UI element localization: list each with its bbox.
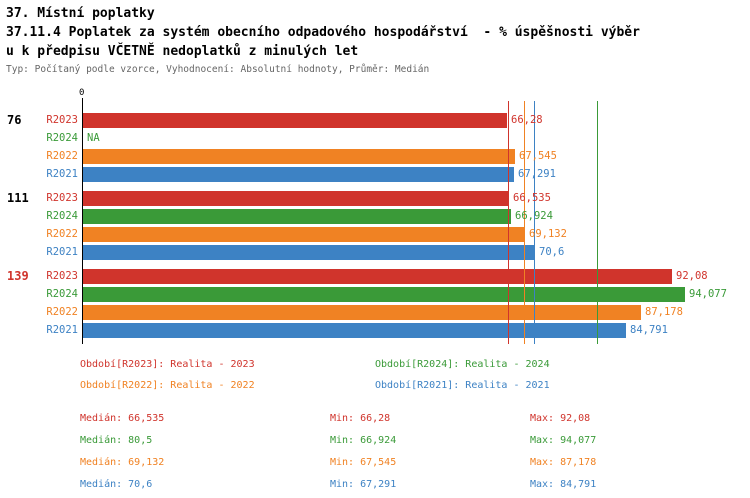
bar bbox=[83, 287, 685, 302]
bar-series-label: R2021 bbox=[46, 246, 78, 258]
bar bbox=[83, 191, 509, 206]
stat-max-r2023: Max: 92,08 bbox=[530, 413, 591, 424]
axis-origin-label: 0 bbox=[79, 88, 85, 98]
stat-median-r2021: Medián: 70,6 bbox=[80, 479, 153, 490]
bar bbox=[83, 227, 525, 242]
stat-max-r2021: Max: 84,791 bbox=[530, 479, 597, 490]
stat-median-r2022: Medián: 69,132 bbox=[80, 457, 165, 468]
stat-min-r2021: Min: 67,291 bbox=[330, 479, 397, 490]
median-line bbox=[524, 101, 525, 344]
stat-max-r2022: Max: 87,178 bbox=[530, 457, 597, 468]
chart-title-line1: 37. Místní poplatky bbox=[6, 6, 155, 21]
bar-value-label: 69,132 bbox=[529, 228, 567, 240]
bar-value-label: 84,791 bbox=[630, 324, 668, 336]
bar-value-label: 66,924 bbox=[515, 210, 553, 222]
median-line bbox=[508, 101, 509, 344]
legend-item-r2023: Období[R2023]: Realita - 2023 bbox=[80, 359, 255, 370]
bar-value-label: 67,545 bbox=[519, 150, 557, 162]
bar-series-label: R2024 bbox=[46, 210, 78, 222]
bar-series-label: R2022 bbox=[46, 306, 78, 318]
bar bbox=[83, 167, 514, 182]
bar bbox=[83, 323, 626, 338]
stat-min-r2023: Min: 66,28 bbox=[330, 413, 391, 424]
bar-value-label: 66,28 bbox=[511, 114, 543, 126]
bar-value-label: 94,077 bbox=[689, 288, 727, 300]
chart-stats: Medián: 66,535 Min: 66,28 Max: 92,08 Med… bbox=[80, 412, 596, 498]
legend-item-r2021: Období[R2021]: Realita - 2021 bbox=[375, 380, 550, 391]
chart-title-line2: 37.11.4 Poplatek za systém obecního odpa… bbox=[6, 25, 640, 40]
bar bbox=[83, 269, 672, 284]
bar-series-label: R2024 bbox=[46, 132, 78, 144]
chart-subtitle: Typ: Počítaný podle vzorce, Vyhodnocení:… bbox=[6, 64, 430, 75]
bar-chart-plot: 0 76 R2023 66,28 R2024 NA R2022 67,545 R2021 67,2… bbox=[0, 88, 750, 354]
bar-value-label: 87,178 bbox=[645, 306, 683, 318]
y-axis-line bbox=[82, 98, 83, 344]
stat-min-r2022: Min: 67,545 bbox=[330, 457, 397, 468]
chart-header: 37. Místní poplatky 37.11.4 Poplatek za … bbox=[6, 4, 640, 75]
group-label: 76 bbox=[7, 113, 22, 127]
median-line bbox=[534, 101, 535, 344]
stat-median-r2023: Medián: 66,535 bbox=[80, 413, 165, 424]
bar bbox=[83, 305, 641, 320]
stat-min-r2024: Min: 66,924 bbox=[330, 435, 397, 446]
group-label: 111 bbox=[7, 191, 29, 205]
bar-series-label: R2023 bbox=[46, 270, 78, 282]
bar bbox=[83, 245, 535, 260]
bar-series-label: R2024 bbox=[46, 288, 78, 300]
bar-value-label: 66,535 bbox=[513, 192, 551, 204]
chart-title-line3: u k předpisu VČETNĚ nedoplatků z minulýc… bbox=[6, 44, 359, 59]
chart-legend: Období[R2023]: Realita - 2023 Období[R20… bbox=[80, 358, 550, 400]
bar bbox=[83, 209, 511, 224]
bar-series-label: R2023 bbox=[46, 192, 78, 204]
bar-na-label: NA bbox=[87, 132, 100, 144]
bar-series-label: R2021 bbox=[46, 324, 78, 336]
legend-item-r2024: Období[R2024]: Realita - 2024 bbox=[375, 359, 550, 370]
bar-series-label: R2022 bbox=[46, 228, 78, 240]
bar-series-label: R2022 bbox=[46, 150, 78, 162]
bar-series-label: R2023 bbox=[46, 114, 78, 126]
median-line bbox=[597, 101, 598, 344]
bar-value-label: 92,08 bbox=[676, 270, 708, 282]
group-label: 139 bbox=[7, 269, 29, 283]
bar-value-label: 67,291 bbox=[518, 168, 556, 180]
bar-series-label: R2021 bbox=[46, 168, 78, 180]
bar bbox=[83, 113, 507, 128]
legend-item-r2022: Období[R2022]: Realita - 2022 bbox=[80, 380, 255, 391]
bar bbox=[83, 149, 515, 164]
stat-max-r2024: Max: 94,077 bbox=[530, 435, 597, 446]
stat-median-r2024: Medián: 80,5 bbox=[80, 435, 153, 446]
bar-value-label: 70,6 bbox=[539, 246, 565, 258]
